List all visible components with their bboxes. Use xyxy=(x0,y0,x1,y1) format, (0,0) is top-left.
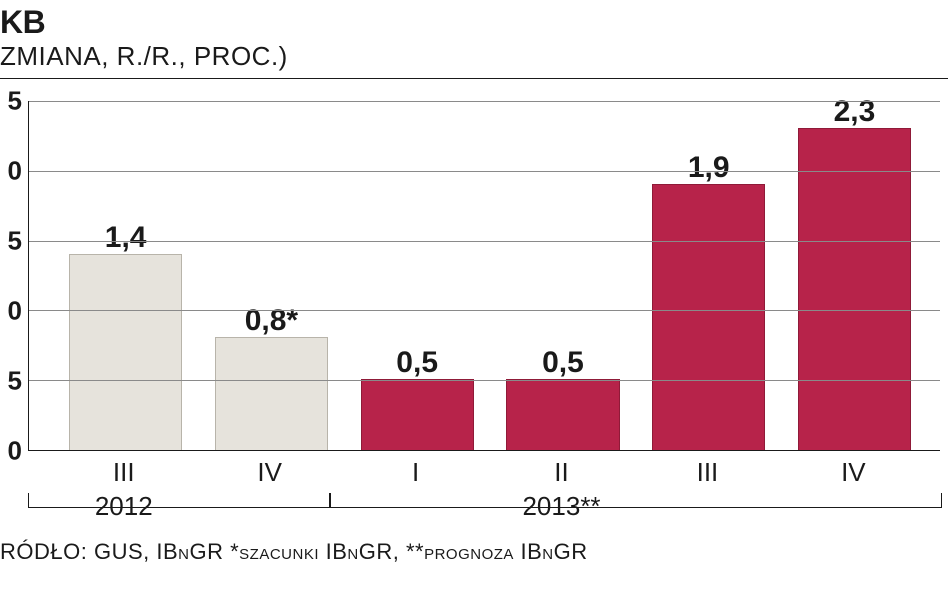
bar: 2,3 xyxy=(798,128,911,450)
grid-line xyxy=(29,380,940,381)
source-footnote: RÓDŁO: GUS, IBnGR *szacunki IBnGR, **pro… xyxy=(0,539,948,565)
y-tick-label: 5 xyxy=(8,366,22,397)
year-group-label: 2013** xyxy=(522,491,600,522)
x-tick-label: IV xyxy=(257,457,282,488)
bar: 1,9 xyxy=(652,184,765,450)
x-tick-label: I xyxy=(412,457,419,488)
x-tick-label: IV xyxy=(841,457,866,488)
x-tick-label: III xyxy=(113,457,135,488)
chart-subtitle: ZMIANA, R./R., PROC.) xyxy=(0,41,948,78)
x-axis-labels: IIIIVIIIIIIIV20122013** xyxy=(28,451,940,533)
y-tick-label: 0 xyxy=(8,296,22,327)
x-tick-label: II xyxy=(554,457,568,488)
grid-line xyxy=(29,101,940,102)
bar-value-label: 0,5 xyxy=(396,346,438,380)
bar-value-label: 1,4 xyxy=(105,221,147,255)
chart-title: KB xyxy=(0,0,948,41)
grid-line xyxy=(29,310,940,311)
year-group-bracket xyxy=(329,493,942,508)
grid-line xyxy=(29,241,940,242)
title-rule xyxy=(0,78,948,79)
bar: 1,4 xyxy=(69,254,182,450)
y-tick-label: 0 xyxy=(8,436,22,467)
plot-area: 050505 1,40,8*0,50,51,92,3 xyxy=(0,101,948,451)
bar: 0,5 xyxy=(361,379,474,450)
bar: 0,8* xyxy=(215,337,328,450)
bar-value-label: 0,5 xyxy=(542,346,584,380)
y-tick-label: 0 xyxy=(8,156,22,187)
year-group-label: 2012 xyxy=(95,491,153,522)
bar: 0,5 xyxy=(506,379,619,450)
grid-line xyxy=(29,171,940,172)
y-axis-ticks: 050505 xyxy=(0,101,28,451)
year-group-bracket xyxy=(28,493,331,508)
x-tick-label: III xyxy=(697,457,719,488)
bars-layer: 1,40,8*0,50,51,92,3 xyxy=(29,101,940,450)
y-tick-label: 5 xyxy=(8,226,22,257)
bar-value-label: 1,9 xyxy=(688,151,730,185)
plot-frame: 1,40,8*0,50,51,92,3 xyxy=(28,101,940,451)
y-tick-label: 5 xyxy=(8,86,22,117)
